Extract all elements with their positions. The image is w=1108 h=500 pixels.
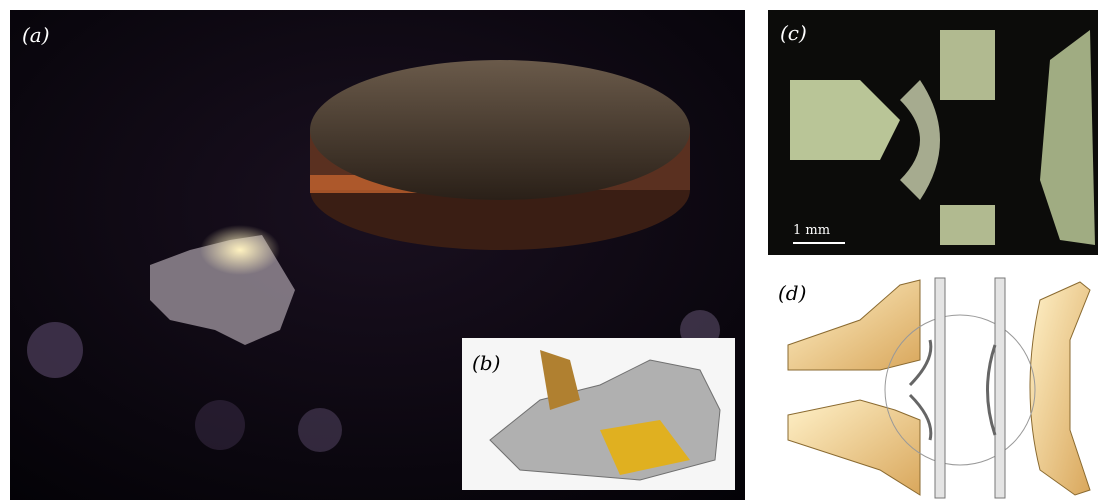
panel-label: (c) bbox=[780, 21, 807, 45]
panel-d: (d) bbox=[768, 265, 1098, 500]
drawing-plate bbox=[934, 277, 946, 499]
bokeh bbox=[195, 400, 245, 450]
glow bbox=[200, 225, 280, 275]
panel-label: (d) bbox=[778, 281, 806, 305]
drawing-part bbox=[1029, 281, 1091, 496]
micrograph-region bbox=[940, 205, 995, 245]
panel-a: (a) bbox=[10, 10, 745, 500]
panel-label: (b) bbox=[472, 351, 500, 375]
panel-c: 1 mm (c) bbox=[768, 10, 1098, 255]
gold-surface bbox=[540, 350, 580, 410]
micrograph-region bbox=[790, 80, 900, 160]
panel-b: (b) bbox=[462, 338, 735, 490]
panel-label: (a) bbox=[22, 23, 50, 47]
drawing-part bbox=[787, 279, 921, 371]
gold-surface bbox=[600, 420, 690, 475]
coin-top bbox=[310, 60, 690, 200]
drawing-plate bbox=[994, 277, 1006, 499]
bokeh bbox=[27, 322, 83, 378]
drawing-outline bbox=[884, 314, 1036, 466]
micrograph-region bbox=[940, 30, 995, 100]
drawing-part bbox=[787, 399, 921, 496]
drawing-mirror bbox=[986, 344, 997, 436]
micrograph-region bbox=[1040, 30, 1095, 245]
drawing-mirror bbox=[908, 339, 933, 441]
micrograph-region bbox=[900, 80, 940, 200]
scale-bar-label: 1 mm bbox=[793, 223, 830, 238]
bokeh bbox=[298, 408, 342, 452]
